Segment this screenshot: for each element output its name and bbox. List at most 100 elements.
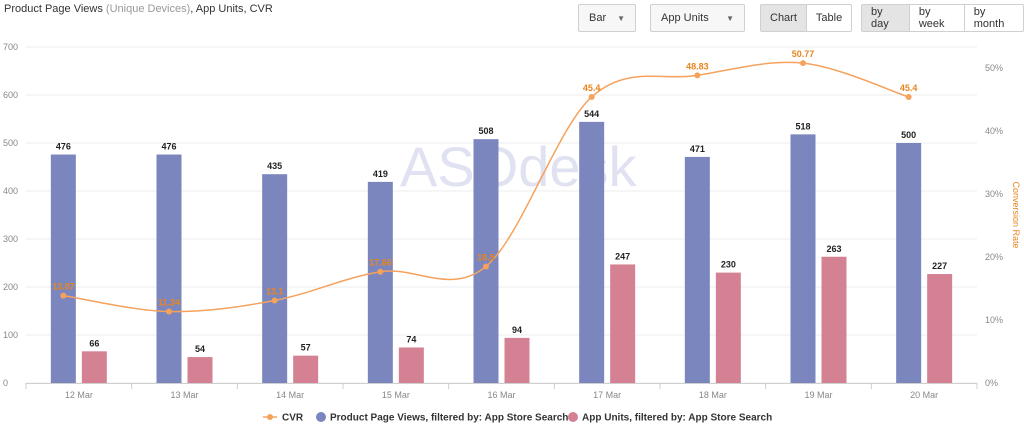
cvr-point — [166, 308, 172, 315]
chart-type-value: Bar — [589, 12, 607, 24]
legend-swatch — [568, 412, 578, 422]
y-tick-label: 700 — [3, 42, 18, 52]
y-tick-label: 400 — [3, 186, 18, 196]
y-tick-label: 600 — [3, 90, 18, 100]
y2-tick-label: 40% — [985, 126, 1003, 136]
bar — [50, 154, 76, 383]
bar-value-label: 476 — [161, 142, 176, 152]
bar — [610, 264, 636, 383]
bar-value-label: 247 — [615, 251, 630, 261]
bar-value-label: 476 — [56, 142, 71, 152]
legend: CVR Product Page Views, filtered by: App … — [263, 412, 772, 424]
bar-value-label: 419 — [373, 169, 388, 179]
y2-tick-label: 20% — [985, 252, 1003, 262]
bar-value-label: 518 — [795, 121, 810, 131]
cvr-point — [588, 93, 595, 100]
title-muted: (Unique Devices) — [105, 3, 191, 15]
y-tick-label: 100 — [3, 330, 18, 340]
title-rest: , App Units, CVR — [190, 3, 273, 15]
cvr-value-label: 50.77 — [792, 49, 815, 59]
y-axis-left: 0 100 200 300 400 500 600 700 — [3, 42, 18, 388]
chart-title: Product Page Views (Unique Devices), App… — [4, 3, 273, 15]
y-tick-label: 0 — [3, 378, 8, 388]
cvr-point — [377, 268, 384, 275]
bar-value-label: 66 — [89, 338, 99, 348]
y-tick-label: 200 — [3, 282, 18, 292]
tab-table[interactable]: Table — [805, 4, 853, 32]
x-tick-label: 17 Mar — [593, 390, 621, 400]
bar-series — [50, 121, 953, 383]
bar-value-label: 508 — [478, 126, 493, 136]
x-tick-label: 15 Mar — [382, 390, 410, 400]
cvr-value-label: 13.1 — [266, 286, 284, 296]
bar-value-label: 544 — [584, 109, 599, 119]
tab-by-day[interactable]: by day — [861, 4, 910, 32]
tab-chart[interactable]: Chart — [760, 4, 807, 32]
x-tick-label: 19 Mar — [804, 390, 832, 400]
bar-value-label: 230 — [721, 260, 736, 270]
y-tick-label: 300 — [3, 234, 18, 244]
metric-dropdown[interactable]: App Units ▼ — [650, 4, 745, 32]
x-tick-label: 13 Mar — [170, 390, 198, 400]
bar — [367, 181, 393, 383]
cvr-value-label: 48.83 — [686, 61, 709, 71]
bar-value-label: 227 — [932, 261, 947, 271]
chevron-down-icon: ▼ — [726, 13, 734, 23]
chart-type-dropdown[interactable]: Bar ▼ — [578, 4, 636, 32]
x-tick-label: 16 Mar — [487, 390, 515, 400]
x-tick-label: 14 Mar — [276, 390, 304, 400]
x-tick-label: 20 Mar — [910, 390, 938, 400]
x-axis: 12 Mar 13 Mar 14 Mar 15 Mar 16 Mar 17 Mar 18 M… — [25, 383, 978, 400]
bar-value-label: 74 — [406, 334, 416, 344]
cvr-point — [271, 297, 278, 304]
cvr-line-series: 13.87 11.34 13.1 17.66 18.5 45.4 48.83 50.77 45.… — [52, 49, 918, 315]
bar — [715, 272, 741, 383]
bar — [187, 357, 213, 383]
period-toggle: by day by week by month — [861, 4, 1024, 32]
legend-swatch — [316, 412, 326, 422]
cvr-line — [63, 61, 909, 313]
view-toggle: Chart Table — [760, 4, 853, 32]
bar — [927, 274, 953, 383]
y-axis-right: 0% 10% 20% 30% 40% 50% — [985, 63, 1003, 388]
x-tick-label: 18 Mar — [699, 390, 727, 400]
legend-line-marker — [267, 414, 273, 420]
bar-value-label: 500 — [901, 130, 916, 140]
cvr-value-label: 45.4 — [583, 83, 601, 93]
bar-value-label: 94 — [512, 325, 522, 335]
cvr-value-label: 17.66 — [369, 258, 392, 268]
bar — [504, 337, 530, 383]
bar-value-label: 471 — [690, 144, 705, 154]
bar — [684, 156, 710, 383]
chevron-down-icon: ▼ — [617, 13, 625, 23]
y2-tick-label: 50% — [985, 63, 1003, 73]
legend-label: CVR — [282, 413, 304, 424]
legend-label: Product Page Views, filtered by: App Sto… — [330, 413, 568, 424]
y2-axis-title: Conversion Rate — [1011, 181, 1021, 248]
cvr-point — [694, 72, 701, 79]
tab-by-month[interactable]: by month — [963, 4, 1024, 32]
bar-value-label: 54 — [195, 344, 205, 354]
bar — [262, 174, 288, 383]
cvr-value-label: 45.4 — [900, 83, 918, 93]
bar — [293, 355, 319, 383]
title-main: Product Page Views — [4, 3, 103, 15]
bar-value-label: 435 — [267, 161, 282, 171]
cvr-value-label: 18.5 — [477, 252, 495, 262]
cvr-point — [800, 60, 806, 67]
bar — [156, 154, 182, 383]
cvr-point — [60, 292, 67, 299]
bar — [579, 121, 605, 383]
cvr-point — [905, 93, 912, 100]
metric-value: App Units — [661, 12, 709, 24]
bar-value-labels: 476 476 435 419 508 544 471 518 500 66 54 57 74 94 247… — [56, 109, 947, 354]
bar — [821, 256, 847, 383]
cvr-value-label: 13.87 — [52, 282, 75, 292]
bar — [81, 351, 107, 383]
tab-by-week[interactable]: by week — [908, 4, 965, 32]
y2-tick-label: 10% — [985, 315, 1003, 325]
legend-label: App Units, filtered by: App Store Search — [582, 413, 772, 424]
bar-value-label: 263 — [826, 244, 841, 254]
y2-tick-label: 30% — [985, 189, 1003, 199]
